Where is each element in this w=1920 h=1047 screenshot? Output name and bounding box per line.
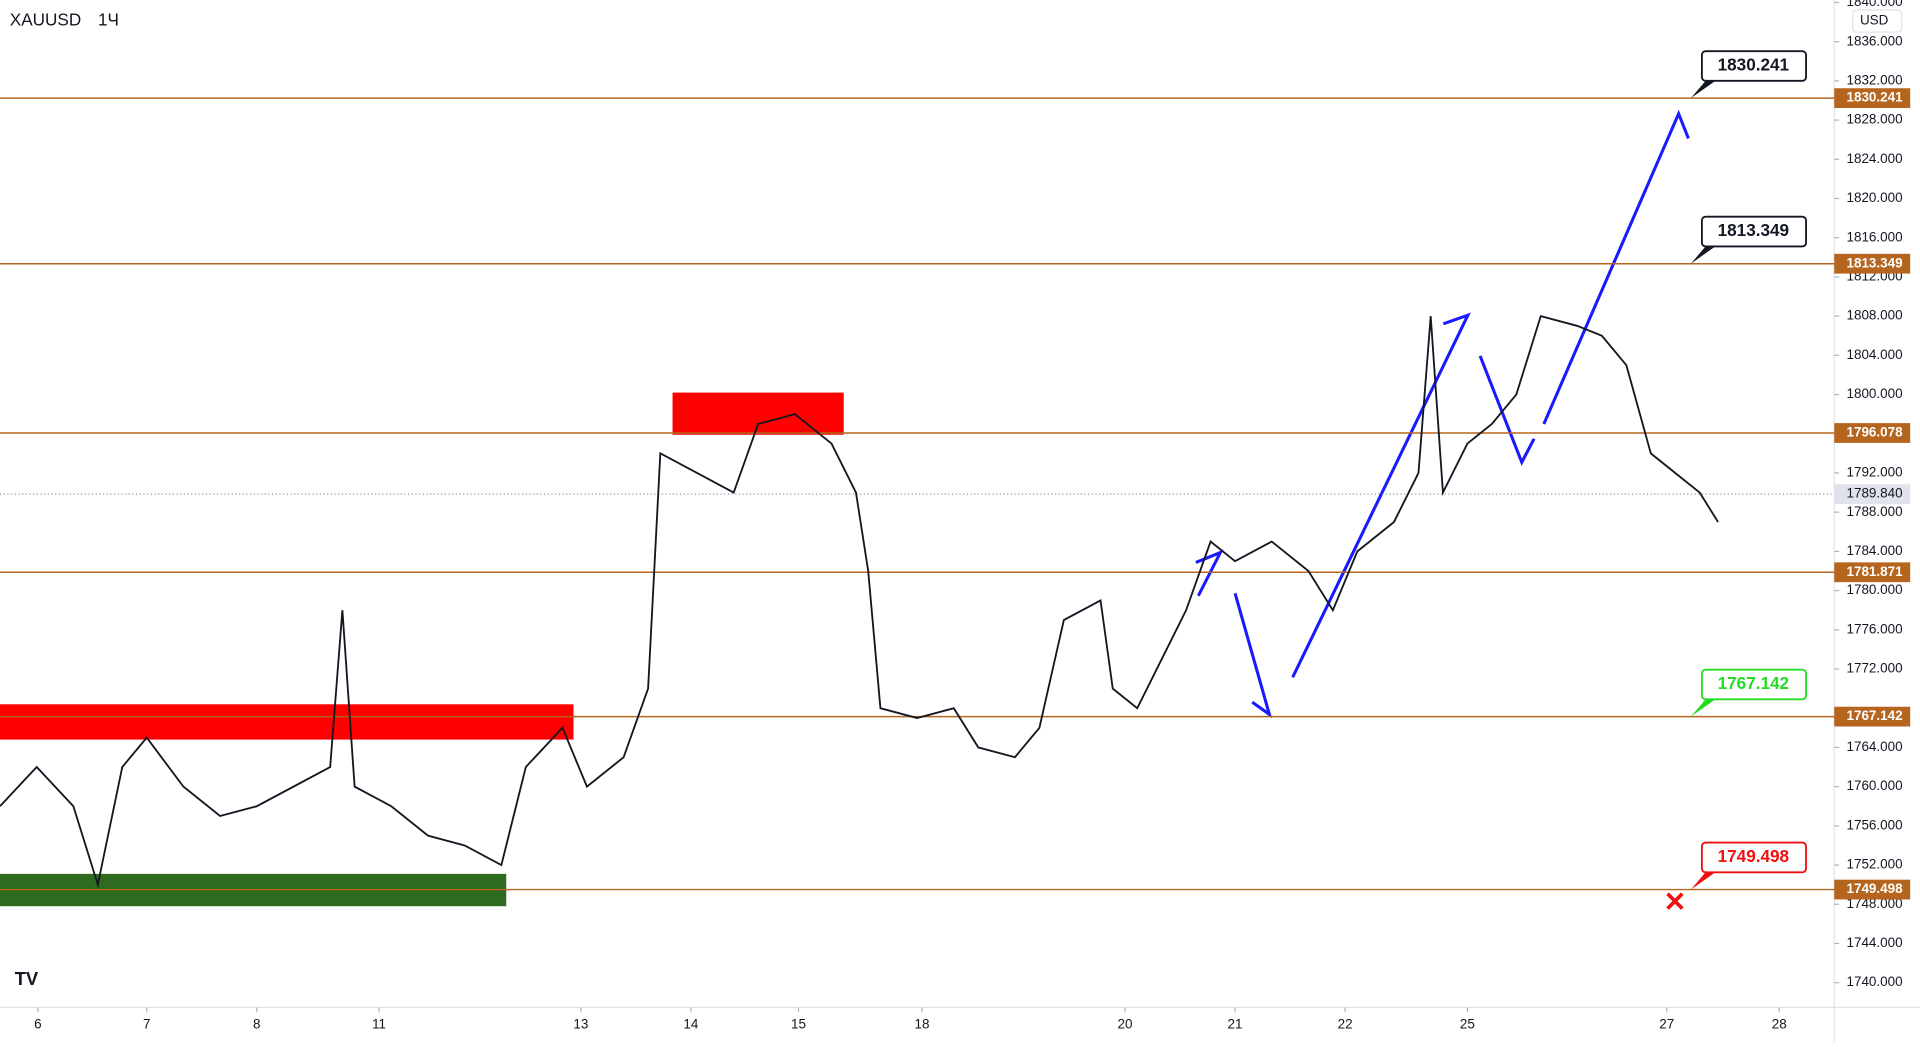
y-tick-label: 1752.000 xyxy=(1846,857,1902,872)
y-tick-label: 1764.000 xyxy=(1846,739,1902,754)
x-tick-label: 28 xyxy=(1772,1016,1787,1031)
currency-button[interactable] xyxy=(1851,9,1903,33)
x-tick-label: 14 xyxy=(683,1016,698,1031)
x-tick-label: 13 xyxy=(573,1016,588,1031)
x-tick-label: 18 xyxy=(915,1016,930,1031)
arrow xyxy=(1542,109,1690,425)
level-tag xyxy=(1834,706,1911,727)
level-tag xyxy=(1834,562,1911,583)
y-tick-label: 1804.000 xyxy=(1846,347,1902,362)
y-tick-label: 1828.000 xyxy=(1846,112,1902,127)
level-tag-label: 1830.241 xyxy=(1846,90,1903,105)
callout-box xyxy=(1700,841,1807,874)
arrow xyxy=(1291,312,1471,679)
current-price-label: 1789.840 xyxy=(1846,486,1902,501)
callout-pointer xyxy=(1690,699,1716,717)
y-tick-label: 1772.000 xyxy=(1846,661,1902,676)
y-tick-label: 1740.000 xyxy=(1846,974,1902,989)
zone xyxy=(0,704,574,740)
x-tick-label: 22 xyxy=(1338,1016,1353,1031)
y-tick-label: 1832.000 xyxy=(1846,72,1902,87)
y-tick-label: 1748.000 xyxy=(1846,896,1902,911)
currency: USD xyxy=(1860,13,1889,28)
x-tick-label: 11 xyxy=(372,1016,386,1031)
x-tick-label: 7 xyxy=(143,1016,150,1031)
level-tag-label: 1749.498 xyxy=(1846,881,1903,896)
level-tag-label: 1781.871 xyxy=(1846,564,1903,579)
y-tick-label: 1760.000 xyxy=(1846,778,1902,793)
price-line xyxy=(0,315,1719,889)
x-tick-label: 6 xyxy=(34,1016,41,1031)
callout-pointer xyxy=(1690,872,1716,890)
x-tick-label: 25 xyxy=(1460,1016,1475,1031)
y-tick-label: 1744.000 xyxy=(1846,935,1902,950)
y-tick-label: 1780.000 xyxy=(1846,582,1902,597)
current-price-tag xyxy=(1834,484,1911,505)
callout-label: 1749.498 xyxy=(1718,846,1790,866)
callout-pointer xyxy=(1690,246,1716,264)
y-tick-label: 1824.000 xyxy=(1846,151,1902,166)
x-tick-label: 21 xyxy=(1228,1016,1243,1031)
callout-pointer xyxy=(1690,80,1716,99)
x-tick-label: 15 xyxy=(791,1016,806,1031)
callout-box xyxy=(1700,668,1807,701)
level-tag xyxy=(1834,423,1911,443)
arrow xyxy=(1478,355,1536,466)
stop-marker xyxy=(1666,892,1684,910)
symbol: XAUUSD xyxy=(10,10,81,30)
zone xyxy=(672,392,844,435)
y-tick-label: 1800.000 xyxy=(1846,386,1902,401)
x-tick-label: 20 xyxy=(1118,1016,1133,1031)
callout-label: 1813.349 xyxy=(1718,220,1790,240)
level-tag xyxy=(1834,879,1911,900)
y-tick-label: 1756.000 xyxy=(1846,817,1902,832)
y-tick-label: 1776.000 xyxy=(1846,621,1902,636)
callout-label: 1830.241 xyxy=(1718,54,1790,74)
arrow xyxy=(1233,592,1273,719)
callout-label: 1767.142 xyxy=(1718,673,1790,693)
y-tick-label: 1784.000 xyxy=(1846,543,1902,558)
level-tag-label: 1796.078 xyxy=(1846,425,1903,440)
interval: 1Ч xyxy=(98,10,119,30)
y-tick-label: 1836.000 xyxy=(1846,33,1902,48)
x-tick-label: 27 xyxy=(1659,1016,1674,1031)
y-tick-label: 1820.000 xyxy=(1846,190,1902,205)
y-tick-label: 1792.000 xyxy=(1846,465,1902,480)
y-tick-label: 1816.000 xyxy=(1846,229,1902,244)
callout-box xyxy=(1700,50,1807,82)
y-tick-label: 1788.000 xyxy=(1846,504,1902,519)
level-tag-label: 1813.349 xyxy=(1846,255,1903,270)
logo: TV xyxy=(15,968,39,989)
level-tag xyxy=(1834,253,1911,274)
y-tick-label: 1808.000 xyxy=(1846,308,1902,323)
callout-box xyxy=(1700,215,1807,248)
x-tick-label: 8 xyxy=(253,1016,260,1031)
y-tick-label: 1840.000 xyxy=(1846,0,1902,9)
level-tag-label: 1767.142 xyxy=(1846,708,1902,723)
level-tag xyxy=(1834,88,1911,109)
